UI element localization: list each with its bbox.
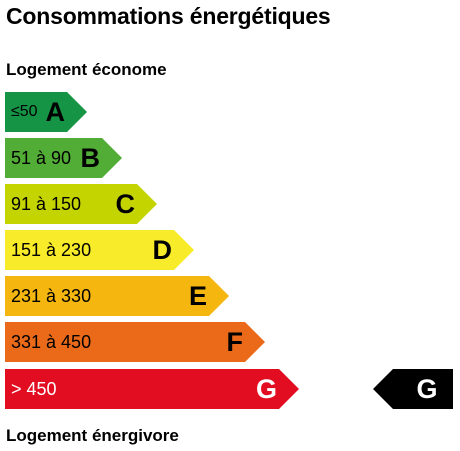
letter-a: A: [45, 97, 65, 127]
range-g: > 450: [11, 379, 57, 399]
energy-class-c: 91 à 150 C: [5, 184, 157, 224]
letter-g: G: [255, 374, 277, 404]
energy-class-b: 51 à 90 B: [5, 138, 122, 178]
letter-f: F: [226, 327, 243, 357]
letter-c: C: [115, 189, 135, 219]
range-e: 231 à 330: [11, 286, 92, 306]
label-energy-intensive: Logement énergivore: [6, 426, 179, 445]
letter-b: B: [80, 143, 100, 173]
range-c: 91 à 150: [11, 194, 82, 214]
energy-class-a: ≤50 A: [5, 92, 87, 132]
chart-title: Consommations énergétiques: [6, 3, 331, 29]
current-class-letter: G: [416, 374, 438, 404]
letter-d: D: [152, 235, 172, 265]
label-economical: Logement économe: [6, 60, 167, 79]
energy-class-d: 151 à 230 D: [5, 230, 194, 270]
range-a: ≤50: [11, 103, 38, 120]
current-class-indicator: G: [373, 369, 453, 409]
energy-class-g: > 450 G: [5, 369, 299, 409]
energy-class-f: 331 à 450 F: [5, 322, 265, 362]
range-f: 331 à 450: [11, 332, 92, 352]
energy-class-e: 231 à 330 E: [5, 276, 229, 316]
range-b: 51 à 90: [11, 148, 72, 168]
letter-e: E: [188, 281, 207, 311]
range-d: 151 à 230: [11, 240, 92, 260]
